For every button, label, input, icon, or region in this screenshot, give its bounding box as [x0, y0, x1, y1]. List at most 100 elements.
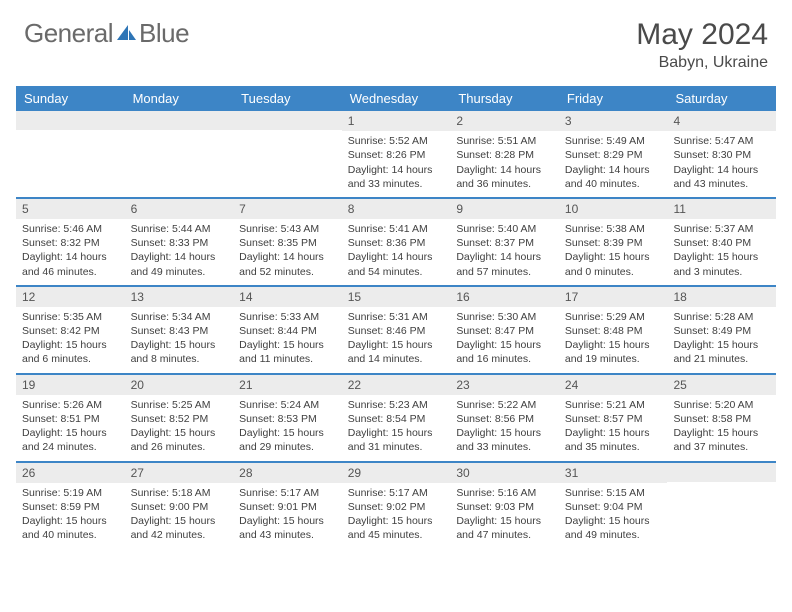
sunrise-line: Sunrise: 5:46 AM: [22, 222, 119, 236]
cell-body: Sunrise: 5:16 AMSunset: 9:03 PMDaylight:…: [450, 483, 559, 549]
daylight-line: Daylight: 15 hours and 3 minutes.: [673, 250, 770, 278]
day-number: 10: [559, 199, 668, 219]
sunrise-line: Sunrise: 5:49 AM: [565, 134, 662, 148]
sunset-line: Sunset: 8:52 PM: [131, 412, 228, 426]
day-number: 6: [125, 199, 234, 219]
logo-word-2: Blue: [139, 18, 189, 49]
daylight-line: Daylight: 15 hours and 21 minutes.: [673, 338, 770, 366]
daylight-line: Daylight: 14 hours and 36 minutes.: [456, 163, 553, 191]
sunset-line: Sunset: 8:32 PM: [22, 236, 119, 250]
calendar-cell: 3Sunrise: 5:49 AMSunset: 8:29 PMDaylight…: [559, 111, 668, 197]
sunset-line: Sunset: 8:26 PM: [348, 148, 445, 162]
cell-body: Sunrise: 5:38 AMSunset: 8:39 PMDaylight:…: [559, 219, 668, 285]
sunrise-line: Sunrise: 5:28 AM: [673, 310, 770, 324]
calendar-cell: [233, 111, 342, 197]
sunrise-line: Sunrise: 5:18 AM: [131, 486, 228, 500]
month-title: May 2024: [636, 18, 768, 52]
sunset-line: Sunset: 8:35 PM: [239, 236, 336, 250]
calendar-week: 12Sunrise: 5:35 AMSunset: 8:42 PMDayligh…: [16, 285, 776, 373]
cell-body: Sunrise: 5:23 AMSunset: 8:54 PMDaylight:…: [342, 395, 451, 461]
weekday-header-row: SundayMondayTuesdayWednesdayThursdayFrid…: [16, 86, 776, 111]
sunset-line: Sunset: 8:49 PM: [673, 324, 770, 338]
daylight-line: Daylight: 14 hours and 46 minutes.: [22, 250, 119, 278]
day-number: 8: [342, 199, 451, 219]
calendar-cell: 17Sunrise: 5:29 AMSunset: 8:48 PMDayligh…: [559, 287, 668, 373]
sunset-line: Sunset: 8:58 PM: [673, 412, 770, 426]
daylight-line: Daylight: 15 hours and 37 minutes.: [673, 426, 770, 454]
day-number: [233, 111, 342, 130]
sunrise-line: Sunrise: 5:21 AM: [565, 398, 662, 412]
sunset-line: Sunset: 8:40 PM: [673, 236, 770, 250]
calendar-cell: 6Sunrise: 5:44 AMSunset: 8:33 PMDaylight…: [125, 199, 234, 285]
calendar-cell: 9Sunrise: 5:40 AMSunset: 8:37 PMDaylight…: [450, 199, 559, 285]
calendar-cell: 25Sunrise: 5:20 AMSunset: 8:58 PMDayligh…: [667, 375, 776, 461]
cell-body: Sunrise: 5:18 AMSunset: 9:00 PMDaylight:…: [125, 483, 234, 549]
cell-body: Sunrise: 5:24 AMSunset: 8:53 PMDaylight:…: [233, 395, 342, 461]
day-number: 18: [667, 287, 776, 307]
sunset-line: Sunset: 9:04 PM: [565, 500, 662, 514]
cell-body: Sunrise: 5:33 AMSunset: 8:44 PMDaylight:…: [233, 307, 342, 373]
cell-body: Sunrise: 5:35 AMSunset: 8:42 PMDaylight:…: [16, 307, 125, 373]
sunrise-line: Sunrise: 5:51 AM: [456, 134, 553, 148]
calendar-cell: 27Sunrise: 5:18 AMSunset: 9:00 PMDayligh…: [125, 463, 234, 549]
calendar-cell: 1Sunrise: 5:52 AMSunset: 8:26 PMDaylight…: [342, 111, 451, 197]
cell-body: Sunrise: 5:47 AMSunset: 8:30 PMDaylight:…: [667, 131, 776, 197]
cell-body: Sunrise: 5:22 AMSunset: 8:56 PMDaylight:…: [450, 395, 559, 461]
day-number: 12: [16, 287, 125, 307]
sunrise-line: Sunrise: 5:17 AM: [239, 486, 336, 500]
day-number: 23: [450, 375, 559, 395]
day-number: 19: [16, 375, 125, 395]
daylight-line: Daylight: 15 hours and 40 minutes.: [22, 514, 119, 542]
page-header: General Blue May 2024 Babyn, Ukraine: [0, 0, 792, 80]
daylight-line: Daylight: 15 hours and 24 minutes.: [22, 426, 119, 454]
sunset-line: Sunset: 8:53 PM: [239, 412, 336, 426]
sunrise-line: Sunrise: 5:17 AM: [348, 486, 445, 500]
cell-body: Sunrise: 5:46 AMSunset: 8:32 PMDaylight:…: [16, 219, 125, 285]
calendar-grid: SundayMondayTuesdayWednesdayThursdayFrid…: [16, 86, 776, 548]
calendar-cell: [667, 463, 776, 549]
day-number: 11: [667, 199, 776, 219]
sunrise-line: Sunrise: 5:19 AM: [22, 486, 119, 500]
daylight-line: Daylight: 14 hours and 33 minutes.: [348, 163, 445, 191]
calendar-week: 5Sunrise: 5:46 AMSunset: 8:32 PMDaylight…: [16, 197, 776, 285]
logo-sail-icon: [115, 18, 137, 49]
calendar-cell: 2Sunrise: 5:51 AMSunset: 8:28 PMDaylight…: [450, 111, 559, 197]
weekday-header: Wednesday: [342, 86, 451, 111]
sunset-line: Sunset: 9:01 PM: [239, 500, 336, 514]
sunrise-line: Sunrise: 5:26 AM: [22, 398, 119, 412]
day-number: 7: [233, 199, 342, 219]
calendar-cell: 14Sunrise: 5:33 AMSunset: 8:44 PMDayligh…: [233, 287, 342, 373]
cell-body: Sunrise: 5:49 AMSunset: 8:29 PMDaylight:…: [559, 131, 668, 197]
sunrise-line: Sunrise: 5:31 AM: [348, 310, 445, 324]
daylight-line: Daylight: 15 hours and 0 minutes.: [565, 250, 662, 278]
sunset-line: Sunset: 8:33 PM: [131, 236, 228, 250]
calendar-cell: [16, 111, 125, 197]
sunrise-line: Sunrise: 5:30 AM: [456, 310, 553, 324]
weekday-header: Tuesday: [233, 86, 342, 111]
weekday-header: Friday: [559, 86, 668, 111]
sunset-line: Sunset: 8:28 PM: [456, 148, 553, 162]
calendar-cell: 7Sunrise: 5:43 AMSunset: 8:35 PMDaylight…: [233, 199, 342, 285]
sunrise-line: Sunrise: 5:15 AM: [565, 486, 662, 500]
cell-body: Sunrise: 5:20 AMSunset: 8:58 PMDaylight:…: [667, 395, 776, 461]
day-number: 31: [559, 463, 668, 483]
daylight-line: Daylight: 14 hours and 40 minutes.: [565, 163, 662, 191]
sunrise-line: Sunrise: 5:25 AM: [131, 398, 228, 412]
sunset-line: Sunset: 8:47 PM: [456, 324, 553, 338]
daylight-line: Daylight: 14 hours and 57 minutes.: [456, 250, 553, 278]
sunrise-line: Sunrise: 5:41 AM: [348, 222, 445, 236]
day-number: 22: [342, 375, 451, 395]
calendar-cell: 24Sunrise: 5:21 AMSunset: 8:57 PMDayligh…: [559, 375, 668, 461]
day-number: 5: [16, 199, 125, 219]
sunset-line: Sunset: 8:54 PM: [348, 412, 445, 426]
daylight-line: Daylight: 15 hours and 33 minutes.: [456, 426, 553, 454]
sunset-line: Sunset: 8:42 PM: [22, 324, 119, 338]
weekday-header: Sunday: [16, 86, 125, 111]
day-number: 4: [667, 111, 776, 131]
weekday-header: Saturday: [667, 86, 776, 111]
cell-body: Sunrise: 5:17 AMSunset: 9:01 PMDaylight:…: [233, 483, 342, 549]
calendar-cell: 12Sunrise: 5:35 AMSunset: 8:42 PMDayligh…: [16, 287, 125, 373]
daylight-line: Daylight: 15 hours and 29 minutes.: [239, 426, 336, 454]
day-number: 16: [450, 287, 559, 307]
day-number: 25: [667, 375, 776, 395]
